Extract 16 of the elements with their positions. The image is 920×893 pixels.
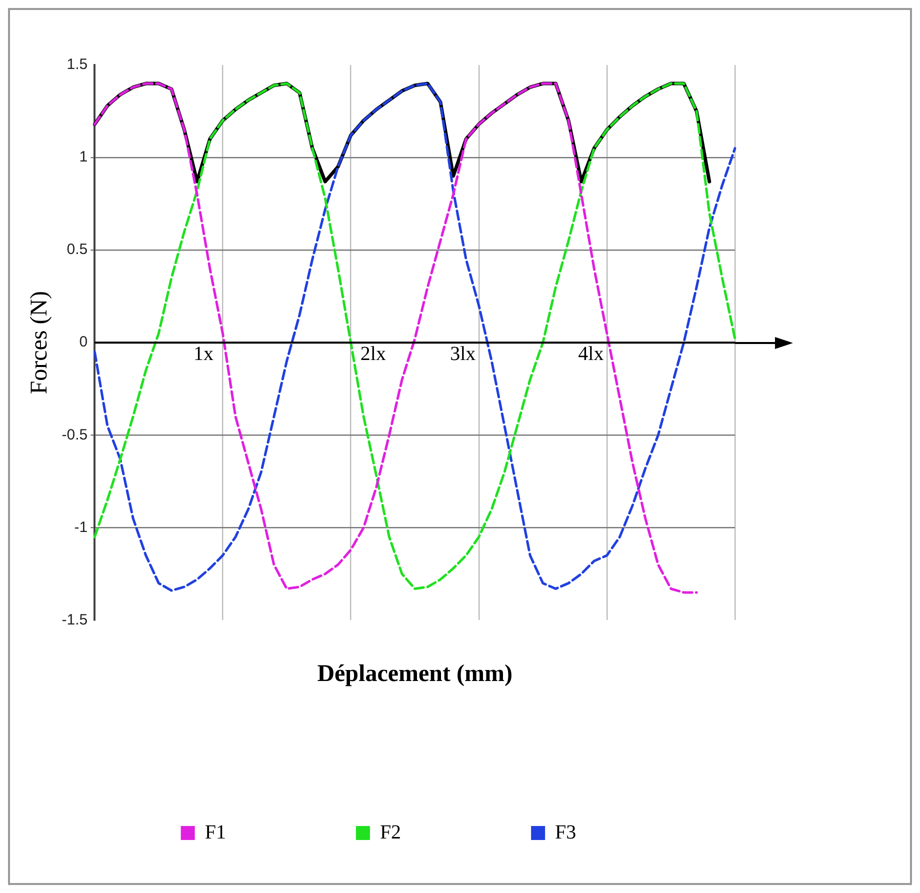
annotation: 1x — [194, 342, 214, 365]
y-axis-title: Forces (N) — [26, 290, 53, 394]
x-axis-title: Déplacement (mm) — [317, 660, 512, 687]
y-tick-label: -1 — [74, 518, 88, 536]
y-tick-label: 1 — [79, 148, 88, 166]
annotation: 3lx — [450, 342, 476, 365]
annotation: 4lx — [578, 342, 604, 365]
y-tick-label: -1.5 — [62, 611, 88, 628]
y-tick-label: 0 — [79, 334, 88, 351]
y-tick-label: -0.5 — [62, 426, 88, 444]
y-tick-label: 0.5 — [66, 241, 88, 258]
annotation: 2lx — [360, 342, 386, 365]
legend-label: F3 — [555, 821, 576, 844]
legend-label: F2 — [380, 821, 402, 844]
y-tick-label: 1.5 — [66, 56, 88, 74]
legend-label: F1 — [204, 821, 226, 844]
